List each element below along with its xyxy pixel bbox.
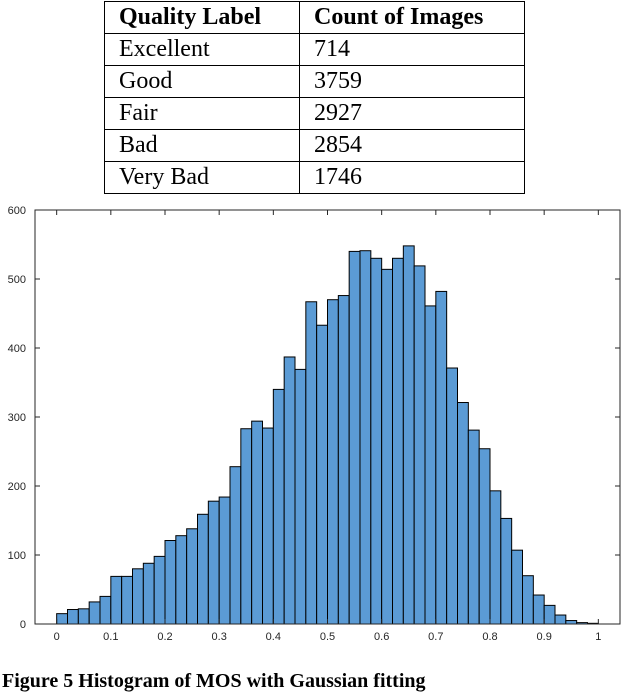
histogram-bar bbox=[402, 245, 415, 625]
histogram-bar bbox=[500, 517, 513, 625]
histogram-bar bbox=[348, 250, 361, 625]
histogram-bar bbox=[175, 535, 188, 625]
histogram-bar bbox=[229, 466, 242, 625]
histogram-bar bbox=[77, 608, 90, 625]
histogram-bar bbox=[478, 448, 491, 625]
y-tick-label: 500 bbox=[8, 274, 26, 286]
histogram-bar bbox=[565, 620, 578, 625]
table-row: Fair 2927 bbox=[104, 97, 525, 130]
histogram-bar bbox=[272, 388, 285, 625]
histogram-bar bbox=[381, 268, 393, 625]
histogram-bar bbox=[88, 601, 101, 625]
histogram-bar bbox=[294, 368, 307, 625]
histogram-bar bbox=[99, 595, 112, 625]
histogram-bar bbox=[110, 575, 123, 625]
histogram-bar bbox=[186, 528, 199, 625]
x-tick-label: 0.5 bbox=[320, 631, 335, 643]
histogram-bar bbox=[56, 613, 69, 625]
histogram-bar bbox=[67, 609, 79, 625]
figure-caption: Figure 5 Histogram of MOS with Gaussian … bbox=[2, 670, 426, 692]
histogram-bar bbox=[424, 305, 437, 625]
histogram-bar bbox=[132, 568, 144, 625]
histogram-bar bbox=[164, 540, 177, 625]
cell-label: Excellent bbox=[104, 33, 300, 66]
histogram-bar bbox=[262, 427, 274, 625]
histogram-bar bbox=[543, 604, 556, 625]
histogram-bar bbox=[240, 428, 253, 625]
table-row: Good 3759 bbox=[104, 65, 525, 98]
table-row: Excellent 714 bbox=[104, 33, 525, 66]
x-tick-label: 0.3 bbox=[212, 631, 227, 643]
x-tick-label: 0.7 bbox=[428, 631, 443, 643]
x-tick-label: 0.8 bbox=[482, 631, 497, 643]
x-tick-label: 0.2 bbox=[157, 631, 172, 643]
cell-count: 3759 bbox=[299, 65, 525, 98]
histogram-bar bbox=[522, 575, 534, 625]
x-tick-label: 0.6 bbox=[374, 631, 389, 643]
x-tick-label: 0.4 bbox=[266, 631, 281, 643]
y-tick-label: 100 bbox=[8, 550, 26, 562]
histogram-bar bbox=[337, 295, 350, 625]
cell-count: 2927 bbox=[299, 97, 525, 130]
cell-label: Bad bbox=[104, 129, 300, 162]
x-tick-label: 0.1 bbox=[103, 631, 118, 643]
table-header-row: Quality Label Count of Images bbox=[104, 1, 525, 34]
table-row: Very Bad 1746 bbox=[104, 161, 525, 194]
histogram-bar bbox=[467, 429, 480, 625]
x-axis-tick-labels: 0 0.1 0.2 0.3 0.4 0.5 0.6 0.7 0.8 0.9 1 bbox=[54, 631, 602, 643]
histogram-bar bbox=[413, 265, 426, 625]
mos-histogram-chart: 0 0.1 0.2 0.3 0.4 0.5 0.6 0.7 0.8 0.9 1 0 100 200 300… bbox=[8, 205, 621, 643]
cell-label: Good bbox=[104, 65, 300, 98]
x-tick-label: 0 bbox=[54, 631, 60, 643]
histogram-bar bbox=[435, 290, 448, 625]
y-tick-label: 0 bbox=[20, 619, 26, 631]
histogram-bar bbox=[316, 324, 328, 625]
histogram-bar bbox=[218, 496, 231, 625]
cell-count: 714 bbox=[299, 33, 525, 66]
y-axis-tick-labels: 0 100 200 300 400 500 600 bbox=[8, 205, 26, 631]
cell-label: Fair bbox=[104, 97, 300, 130]
histogram-bar bbox=[153, 555, 166, 625]
axis-ticks bbox=[35, 209, 620, 625]
histogram-bar bbox=[532, 594, 545, 625]
histogram-bar bbox=[121, 575, 133, 625]
y-tick-label: 400 bbox=[8, 343, 26, 355]
y-tick-label: 200 bbox=[8, 481, 26, 493]
cell-count: 1746 bbox=[299, 161, 525, 194]
histogram-bar bbox=[370, 257, 383, 625]
column-header-count: Count of Images bbox=[299, 1, 525, 34]
histogram-bar bbox=[207, 500, 220, 625]
column-header-quality-label: Quality Label bbox=[104, 1, 300, 34]
histogram-bar bbox=[489, 490, 502, 625]
histogram-bar bbox=[359, 250, 372, 625]
histogram-bar bbox=[142, 562, 155, 625]
cell-count: 2854 bbox=[299, 129, 525, 162]
histogram-bars bbox=[56, 245, 599, 625]
histogram-bar bbox=[305, 301, 318, 625]
x-tick-label: 0.9 bbox=[537, 631, 552, 643]
table-row: Bad 2854 bbox=[104, 129, 525, 162]
histogram-bar bbox=[251, 420, 264, 625]
histogram-bar bbox=[283, 356, 296, 625]
histogram-bar bbox=[511, 549, 523, 625]
x-tick-label: 1 bbox=[595, 631, 601, 643]
histogram-bar bbox=[446, 367, 458, 625]
histogram-bar bbox=[197, 513, 209, 625]
y-tick-label: 600 bbox=[8, 205, 26, 217]
histogram-bar bbox=[327, 299, 339, 625]
cell-label: Very Bad bbox=[104, 161, 300, 194]
histogram-bar bbox=[457, 402, 469, 625]
quality-table: Quality Label Count of Images Excellent … bbox=[104, 1, 525, 194]
histogram-bar bbox=[392, 257, 404, 625]
histogram-bar bbox=[554, 614, 567, 625]
y-tick-label: 300 bbox=[8, 412, 26, 424]
